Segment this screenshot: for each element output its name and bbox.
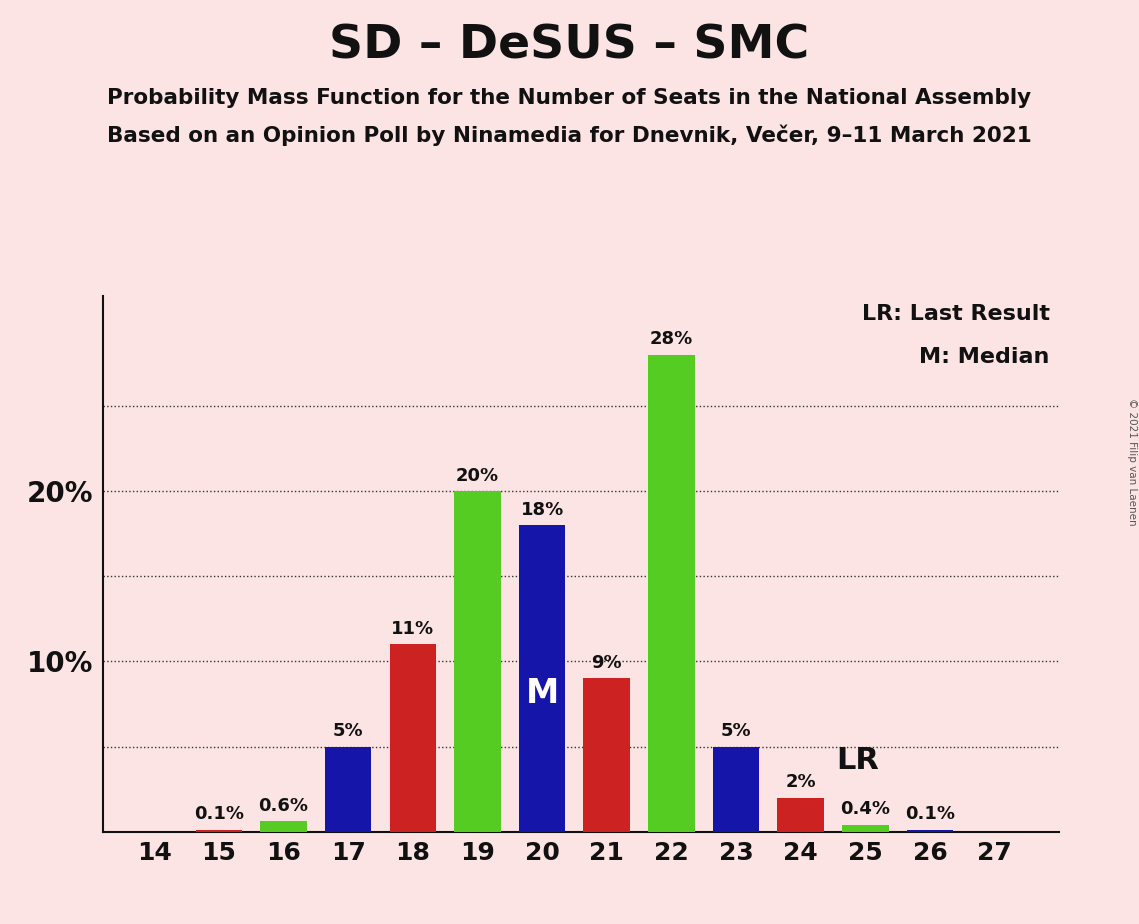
Text: 20%: 20% bbox=[456, 467, 499, 484]
Text: 0.4%: 0.4% bbox=[841, 800, 891, 818]
Text: SD – DeSUS – SMC: SD – DeSUS – SMC bbox=[329, 23, 810, 68]
Text: M: M bbox=[525, 677, 559, 711]
Text: 5%: 5% bbox=[333, 722, 363, 740]
Text: 2%: 2% bbox=[786, 772, 816, 791]
Text: 28%: 28% bbox=[649, 331, 693, 348]
Text: 11%: 11% bbox=[392, 620, 434, 638]
Bar bbox=[260, 821, 306, 832]
Text: LR: LR bbox=[836, 746, 879, 774]
Bar bbox=[842, 825, 888, 832]
Bar bbox=[196, 830, 243, 832]
Text: 9%: 9% bbox=[591, 653, 622, 672]
Bar bbox=[583, 678, 630, 832]
Bar bbox=[648, 355, 695, 832]
Bar bbox=[519, 526, 565, 832]
Text: Probability Mass Function for the Number of Seats in the National Assembly: Probability Mass Function for the Number… bbox=[107, 88, 1032, 108]
Text: Based on an Opinion Poll by Ninamedia for Dnevnik, Večer, 9–11 March 2021: Based on an Opinion Poll by Ninamedia fo… bbox=[107, 125, 1032, 146]
Text: © 2021 Filip van Laenen: © 2021 Filip van Laenen bbox=[1126, 398, 1137, 526]
Text: 5%: 5% bbox=[721, 722, 752, 740]
Bar bbox=[325, 747, 371, 832]
Text: 0.6%: 0.6% bbox=[259, 796, 309, 815]
Bar bbox=[907, 830, 953, 832]
Text: 0.1%: 0.1% bbox=[194, 805, 244, 823]
Text: 18%: 18% bbox=[521, 501, 564, 518]
Bar bbox=[390, 644, 436, 832]
Bar bbox=[713, 747, 760, 832]
Text: LR: Last Result: LR: Last Result bbox=[861, 304, 1049, 324]
Bar bbox=[454, 492, 501, 832]
Text: M: Median: M: Median bbox=[919, 346, 1049, 367]
Text: 0.1%: 0.1% bbox=[906, 805, 954, 823]
Bar bbox=[778, 797, 823, 832]
